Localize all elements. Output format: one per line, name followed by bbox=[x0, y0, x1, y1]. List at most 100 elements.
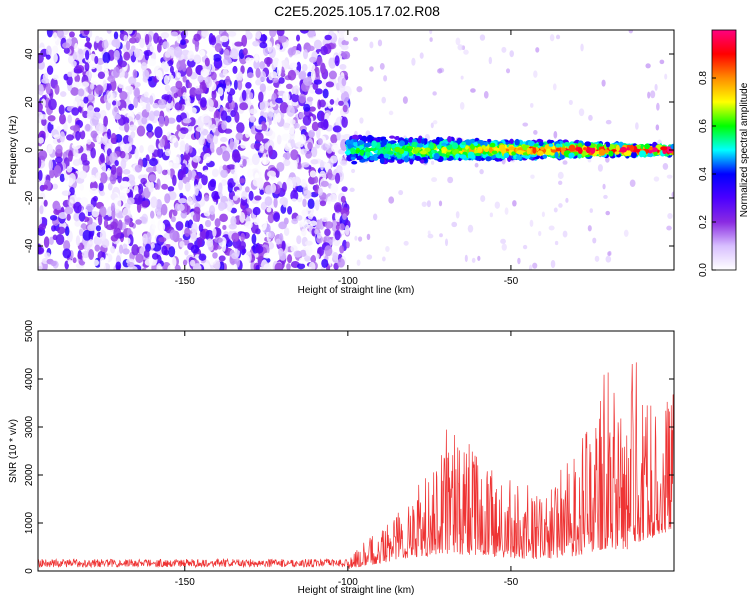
heatmap-cell bbox=[340, 91, 350, 103]
heatmap-cell bbox=[251, 233, 257, 245]
heatmap-cell bbox=[358, 236, 363, 242]
heatmap-cell bbox=[275, 238, 281, 245]
heatmap-cell bbox=[660, 146, 668, 151]
heatmap-cell bbox=[99, 190, 106, 197]
heatmap-cell bbox=[263, 263, 271, 270]
heatmap-cell bbox=[156, 42, 162, 53]
heatmap-cell bbox=[388, 110, 394, 116]
heatmap-cell bbox=[180, 140, 186, 148]
heatmap-cell bbox=[554, 240, 559, 246]
heatmap-cell bbox=[411, 141, 418, 148]
heatmap-cell bbox=[109, 172, 117, 185]
heatmap-cell bbox=[320, 62, 326, 75]
heatmap-cell bbox=[197, 75, 204, 83]
heatmap-cell bbox=[159, 138, 166, 148]
heatmap-cell bbox=[83, 96, 89, 104]
heatmap-cell bbox=[190, 244, 200, 254]
heatmap-cell bbox=[207, 180, 216, 192]
heatmap-cell bbox=[527, 140, 535, 147]
heatmap-cell bbox=[79, 183, 85, 191]
heatmap-cell bbox=[47, 217, 52, 229]
heatmap-cell bbox=[166, 181, 174, 187]
heatmap-cell bbox=[240, 232, 246, 242]
heatmap-cell bbox=[339, 223, 345, 231]
heatmap-cell bbox=[45, 82, 51, 95]
heatmap-cell bbox=[184, 181, 191, 192]
heatmap-cell bbox=[79, 130, 86, 140]
heatmap-cell bbox=[97, 214, 103, 226]
heatmap-cell bbox=[268, 71, 274, 81]
heatmap-cell bbox=[52, 32, 58, 42]
heatmap-cell bbox=[115, 261, 122, 270]
heatmap-cell bbox=[409, 158, 414, 165]
heatmap-cell bbox=[353, 36, 359, 42]
colorbar-tick-label: 0.2 bbox=[698, 215, 709, 229]
heatmap-cell bbox=[432, 91, 437, 96]
heatmap-cell bbox=[577, 147, 583, 155]
heatmap-cell bbox=[128, 76, 137, 85]
heatmap-cell bbox=[429, 142, 434, 150]
snr-panel: -150 -100 -50 0 1000 2000 3000 4000 5000 Height… bbox=[8, 319, 675, 596]
heatmap-cell bbox=[245, 30, 250, 38]
heatmap-cell bbox=[247, 168, 254, 179]
heatmap-cell bbox=[584, 141, 592, 147]
heatmap-cell bbox=[87, 224, 95, 232]
heatmap-cell bbox=[475, 154, 482, 161]
heatmap-cell bbox=[236, 122, 245, 134]
heatmap-cell bbox=[55, 156, 63, 164]
heatmap-cell bbox=[220, 137, 228, 143]
heatmap-cell bbox=[558, 203, 563, 208]
spectrogram-panel: -150 -100 -50 -40 -20 0 20 40 Height of straig… bbox=[8, 29, 675, 296]
x-tick-label: -100 bbox=[338, 577, 358, 588]
heatmap-cell bbox=[340, 160, 348, 166]
heatmap-cell bbox=[285, 151, 291, 160]
heatmap-cell bbox=[71, 107, 80, 116]
heatmap-cell bbox=[53, 208, 62, 216]
heatmap-cell bbox=[340, 44, 349, 51]
heatmap-cell bbox=[162, 41, 170, 49]
heatmap-cell bbox=[256, 233, 265, 243]
heatmap-cell bbox=[479, 169, 484, 175]
heatmap-cell bbox=[359, 117, 364, 124]
heatmap-cell bbox=[122, 248, 130, 255]
heatmap-cell bbox=[306, 45, 315, 52]
heatmap-cell bbox=[293, 85, 300, 96]
heatmap-cell bbox=[202, 262, 211, 270]
heatmap-cell bbox=[336, 130, 341, 141]
heatmap-cell bbox=[130, 45, 136, 51]
heatmap-cell bbox=[167, 186, 175, 192]
heatmap-cell bbox=[501, 46, 507, 53]
heatmap-cell bbox=[41, 117, 47, 127]
heatmap-cell bbox=[209, 205, 216, 216]
heatmap-cell bbox=[200, 97, 207, 108]
heatmap-cell bbox=[135, 253, 144, 264]
heatmap-cell bbox=[147, 144, 155, 154]
colorbar-tick-label: 0.4 bbox=[698, 167, 709, 181]
heatmap-cell bbox=[464, 254, 468, 263]
heatmap-cell bbox=[549, 34, 555, 42]
heatmap-cell bbox=[323, 118, 329, 129]
heatmap-cell bbox=[126, 197, 135, 205]
heatmap-cell bbox=[589, 208, 593, 213]
heatmap-cell bbox=[430, 160, 435, 165]
heatmap-cell bbox=[172, 156, 180, 166]
heatmap-cell bbox=[461, 141, 466, 146]
heatmap-cell bbox=[480, 195, 486, 202]
heatmap-cell bbox=[229, 48, 239, 60]
heatmap-cell bbox=[662, 162, 669, 170]
heatmap-cell bbox=[532, 147, 537, 154]
heatmap-cell bbox=[542, 154, 548, 159]
colorbar-gradient bbox=[711, 29, 737, 271]
heatmap-cell bbox=[243, 259, 250, 267]
heatmap-cell bbox=[268, 106, 274, 119]
heatmap-cell bbox=[134, 164, 143, 173]
heatmap-cell bbox=[441, 149, 446, 153]
heatmap-cell bbox=[313, 79, 323, 85]
heatmap-cell bbox=[143, 97, 151, 104]
heatmap-cell bbox=[463, 49, 469, 55]
heatmap-cell bbox=[141, 157, 148, 168]
heatmap-cell bbox=[49, 236, 54, 246]
heatmap-cell bbox=[304, 240, 313, 246]
heatmap-cell bbox=[213, 242, 219, 251]
heatmap-cell bbox=[308, 106, 316, 112]
